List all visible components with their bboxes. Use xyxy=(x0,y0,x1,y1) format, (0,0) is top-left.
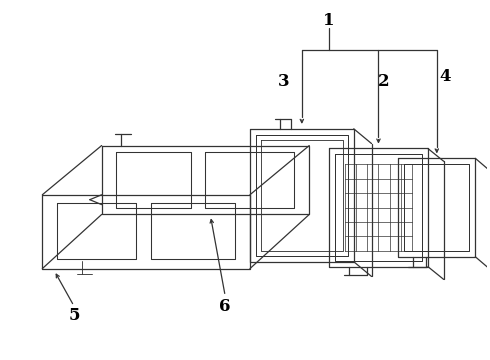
Text: 6: 6 xyxy=(220,297,231,315)
Text: 4: 4 xyxy=(439,68,450,85)
Text: 3: 3 xyxy=(278,73,290,90)
Text: 1: 1 xyxy=(323,12,335,29)
Text: 5: 5 xyxy=(68,307,80,324)
Text: 2: 2 xyxy=(378,73,389,90)
